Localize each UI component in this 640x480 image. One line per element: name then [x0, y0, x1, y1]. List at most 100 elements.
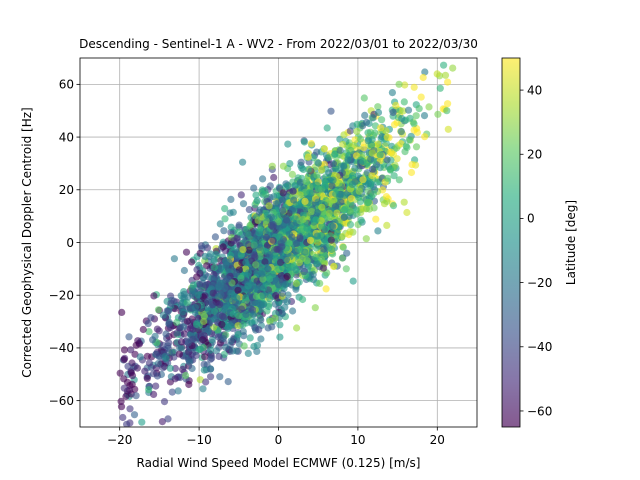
- scatter-point: [158, 418, 166, 426]
- scatter-point: [436, 84, 444, 92]
- scatter-point: [237, 305, 246, 313]
- scatter-point: [215, 301, 224, 309]
- scatter-point: [351, 164, 359, 172]
- y-tick-label: −20: [49, 289, 74, 303]
- scatter-point: [383, 133, 391, 141]
- scatter-point: [307, 140, 315, 148]
- scatter-point: [362, 235, 370, 243]
- scatter-point: [443, 107, 451, 115]
- scatter-point: [388, 89, 396, 97]
- scatter-point: [343, 249, 351, 257]
- scatter-point: [237, 191, 245, 199]
- scatter-point: [203, 298, 212, 306]
- scatter-point: [266, 251, 274, 259]
- scatter-point: [361, 111, 369, 119]
- scatter-point: [390, 172, 398, 180]
- y-tick-label: 60: [59, 78, 74, 92]
- scatter-point: [222, 343, 230, 352]
- scatter-point: [271, 300, 279, 308]
- scatter-point: [255, 208, 263, 216]
- scatter-point: [252, 261, 260, 269]
- scatter-point: [214, 293, 222, 301]
- scatter-point: [271, 314, 279, 322]
- scatter-point: [377, 124, 385, 132]
- scatter-point: [349, 277, 357, 285]
- y-tick-label: 40: [59, 130, 74, 144]
- colorbar-tick-label: 20: [527, 148, 542, 162]
- scatter-point: [166, 364, 174, 372]
- scatter-point: [353, 120, 361, 128]
- scatter-point: [293, 324, 301, 332]
- scatter-point: [320, 264, 328, 272]
- scatter-point: [147, 314, 155, 322]
- colorbar-tick-label: 0: [527, 212, 535, 226]
- scatter-point: [312, 244, 320, 252]
- scatter-point: [444, 125, 452, 133]
- scatter-point: [212, 347, 221, 355]
- x-tick-label: 10: [350, 433, 365, 447]
- scatter-point: [220, 305, 228, 313]
- scatter-point: [221, 215, 229, 223]
- scatter-point: [384, 174, 392, 182]
- scatter-point: [395, 176, 403, 184]
- scatter-point: [376, 151, 384, 159]
- scatter-point: [300, 268, 308, 276]
- scatter-point: [269, 270, 277, 278]
- scatter-point: [210, 263, 219, 272]
- scatter-point: [165, 339, 173, 347]
- scatter-point: [265, 202, 273, 210]
- scatter-point: [229, 208, 237, 216]
- scatter-point: [201, 353, 209, 361]
- scatter-point: [289, 307, 297, 315]
- scatter-point: [282, 183, 290, 191]
- scatter-point: [425, 103, 433, 111]
- scatter-point: [410, 126, 418, 134]
- scatter-point: [323, 124, 331, 132]
- scatter-point: [412, 143, 421, 151]
- x-tick-label: −10: [186, 433, 211, 447]
- scatter-point: [292, 279, 300, 288]
- scatter-point: [199, 336, 207, 344]
- scatter-point: [371, 129, 379, 137]
- colorbar: −60 −40 −20 0 20 40 Latitude [deg]: [501, 57, 578, 428]
- scatter-point: [177, 338, 186, 346]
- scatter-point: [259, 175, 267, 183]
- scatter-point: [171, 364, 179, 373]
- scatter-point: [293, 240, 301, 248]
- scatter-point: [261, 258, 269, 266]
- scatter-point: [266, 295, 274, 303]
- scatter-point: [318, 203, 326, 211]
- scatter-point: [313, 171, 321, 179]
- scatter-point: [324, 154, 332, 162]
- scatter-point: [389, 108, 397, 116]
- scatter-point: [240, 332, 248, 340]
- scatter-point: [449, 64, 457, 72]
- scatter-point: [250, 184, 258, 192]
- scatter-point: [340, 131, 348, 139]
- scatter-point: [364, 137, 372, 145]
- scatter-point: [281, 303, 289, 311]
- scatter-point: [325, 209, 333, 217]
- scatter-point: [227, 223, 235, 231]
- scatter-point: [286, 160, 294, 168]
- scatter-point: [344, 155, 352, 163]
- scatter-point: [253, 347, 261, 355]
- scatter-point: [212, 250, 220, 258]
- scatter-point: [235, 312, 243, 320]
- colorbar-tick-label: −40: [527, 340, 552, 354]
- scatter-point: [237, 252, 245, 260]
- colorbar-tick-label: 40: [527, 83, 542, 97]
- scatter-point: [202, 378, 210, 386]
- scatter-point: [329, 176, 337, 184]
- scatter-point: [400, 98, 408, 106]
- scatter-point: [272, 200, 280, 208]
- scatter-point: [308, 208, 316, 216]
- scatter-point: [160, 398, 169, 406]
- scatter-point: [135, 340, 143, 348]
- scatter-point: [374, 140, 382, 148]
- scatter-point: [130, 411, 139, 419]
- scatter-point: [219, 335, 227, 343]
- scatter-point: [331, 150, 339, 158]
- scatter-point: [138, 418, 146, 426]
